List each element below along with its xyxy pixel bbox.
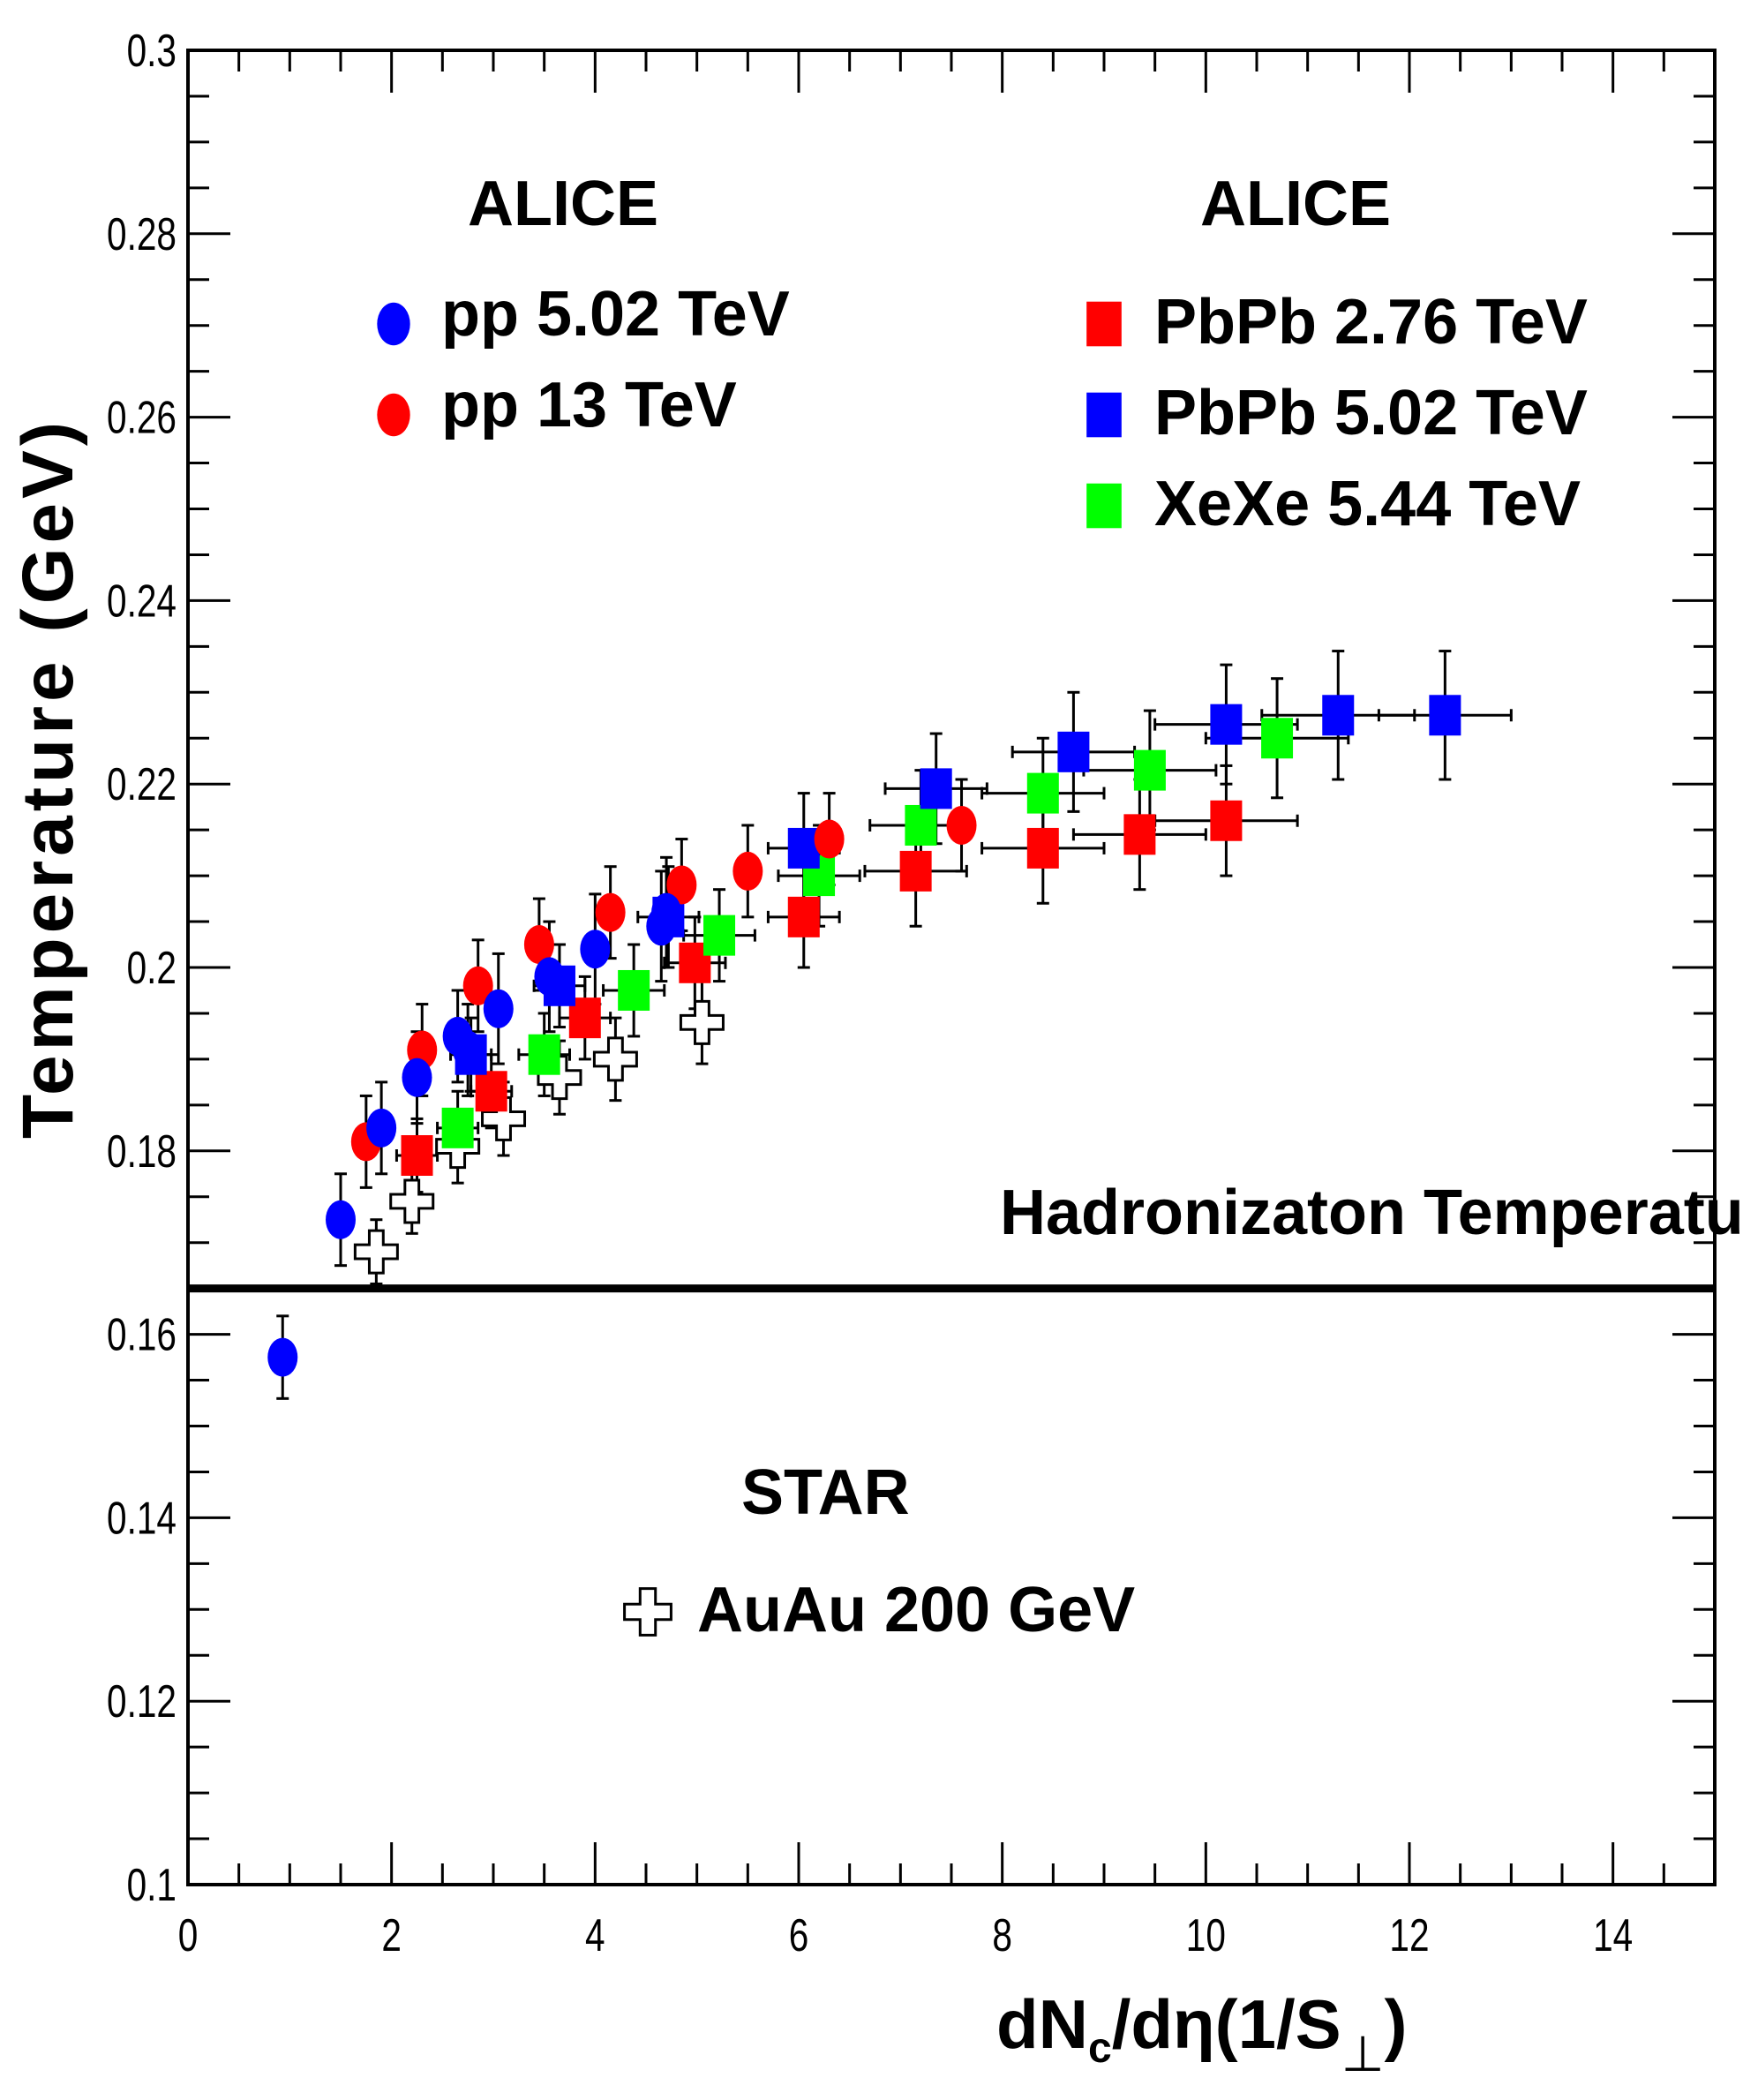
y-axis-title: Temperature (GeV) <box>8 418 88 1139</box>
y-tick-label: 0.2 <box>127 942 177 993</box>
y-tick-label: 0.22 <box>107 758 177 809</box>
data-point-auau-200-gev <box>679 999 725 1045</box>
legend-label-pbpb-5-02-tev: PbPb 5.02 TeV <box>1154 378 1588 448</box>
x-tick-label: 10 <box>1186 1909 1226 1961</box>
data-point-pp-5-02-tev <box>651 892 682 932</box>
x-axis-title-close: ) <box>1384 1985 1407 2063</box>
x-tick-label: 8 <box>992 1909 1012 1961</box>
x-tick-label: 6 <box>789 1909 809 1961</box>
legend-marker-auau-200-gev <box>623 1587 672 1637</box>
legend-marker-pbpb-2-76-tev <box>1086 301 1122 347</box>
data-point-auau-200-gev <box>592 1036 638 1082</box>
x-tick-label: 4 <box>585 1909 605 1961</box>
x-tick-label: 14 <box>1593 1909 1633 1961</box>
legend-marker-pbpb-5-02-tev <box>1086 392 1122 438</box>
data-point-pbpb-5-02-tev <box>1429 695 1461 736</box>
legend-marker-pp-5-02-tev <box>377 302 410 346</box>
y-tick-label: 0.26 <box>107 392 177 443</box>
data-point-pbpb-5-02-tev <box>1322 695 1355 736</box>
y-tick-labels: 0.1 0.12 0.14 0.16 0.18 0.2 0.22 0.24 0.26 0.28 0.… <box>107 25 177 1910</box>
x-axis-title-main: dN <box>996 1985 1088 2063</box>
data-point-pp-13-tev <box>946 805 977 845</box>
alice-label-left: ALICE <box>468 169 658 239</box>
data-point-xexe-5-44-tev <box>1026 772 1059 814</box>
data-point-pp-5-02-tev <box>402 1058 432 1097</box>
legend-label-pp-13-tev: pp 13 TeV <box>441 370 737 440</box>
data-point-auau-200-gev <box>353 1229 399 1275</box>
data-point-pp-5-02-tev <box>453 1030 484 1070</box>
data-point-pbpb-5-02-tev <box>1210 704 1243 745</box>
legend-marker-xexe-5-44-tev <box>1086 483 1122 529</box>
y-tick-label: 0.12 <box>107 1675 177 1727</box>
legend-label-xexe-5-44-tev: XeXe 5.44 TeV <box>1154 469 1581 539</box>
x-axis-title-perp: ⊥ <box>1341 2026 1385 2081</box>
y-tick-label: 0.28 <box>107 208 177 260</box>
x-tick-labels: 0 2 4 6 8 10 12 14 <box>178 1909 1634 1961</box>
data-point-auau-200-gev <box>389 1178 435 1224</box>
data-point-pp-13-tev <box>523 925 554 965</box>
data-point-pp-5-02-tev <box>534 957 565 997</box>
legend-marker-pp-13-tev <box>377 393 410 437</box>
x-tick-label: 0 <box>178 1909 199 1961</box>
data-point-xexe-5-44-tev <box>703 915 736 956</box>
data-point-pp-13-tev <box>733 851 763 891</box>
data-markers <box>267 695 1461 1377</box>
y-tick-label: 0.24 <box>107 576 177 627</box>
x-axis-title-mid: /dη(1/S <box>1112 1985 1341 2063</box>
data-point-xexe-5-44-tev <box>1261 718 1294 759</box>
data-point-pp-5-02-tev <box>326 1200 356 1239</box>
data-point-pbpb-2-76-tev <box>1210 800 1243 841</box>
data-point-pp-13-tev <box>595 892 626 932</box>
data-point-auau-200-gev <box>481 1095 527 1141</box>
data-point-xexe-5-44-tev <box>441 1107 474 1148</box>
data-point-pbpb-5-02-tev <box>787 827 820 869</box>
y-tick-label: 0.14 <box>107 1493 177 1544</box>
data-point-pbpb-2-76-tev <box>787 896 820 937</box>
x-tick-label: 2 <box>381 1909 402 1961</box>
data-point-pp-5-02-tev <box>580 930 611 969</box>
data-point-pp-13-tev <box>462 966 493 1005</box>
data-point-pp-5-02-tev <box>483 989 514 1028</box>
data-point-pbpb-2-76-tev <box>401 1134 433 1176</box>
data-point-pbpb-5-02-tev <box>1057 731 1090 772</box>
legend-label-pp-5-02-tev: pp 5.02 TeV <box>441 279 790 350</box>
legend-label-auau-200-gev: AuAu 200 GeV <box>697 1575 1135 1645</box>
alice-label-right: ALICE <box>1200 169 1391 239</box>
data-point-pbpb-2-76-tev <box>1123 814 1156 855</box>
legend-label-pbpb-2-76-tev: PbPb 2.76 TeV <box>1154 287 1588 358</box>
y-tick-label: 0.18 <box>107 1125 177 1177</box>
y-tick-label: 0.16 <box>107 1309 177 1360</box>
legend: pp 5.02 TeV pp 13 TeV PbPb 2.76 TeV PbPb 5.… <box>377 279 1588 1645</box>
data-point-pp-5-02-tev <box>366 1108 397 1148</box>
data-point-xexe-5-44-tev <box>618 969 650 1011</box>
x-tick-label: 12 <box>1389 1909 1429 1961</box>
data-point-xexe-5-44-tev <box>528 1034 560 1075</box>
y-tick-label: 0.1 <box>127 1859 177 1910</box>
data-point-pp-13-tev <box>814 819 845 859</box>
data-point-xexe-5-44-tev <box>905 804 937 846</box>
data-point-pbpb-2-76-tev <box>1026 827 1059 869</box>
hadronization-label: Hadronizaton Temperature <box>1000 1178 1743 1248</box>
x-axis-title-subscript: c <box>1088 2025 1112 2072</box>
data-point-pbpb-2-76-tev <box>475 1071 507 1112</box>
y-tick-label: 0.3 <box>127 25 177 76</box>
data-point-pbpb-2-76-tev <box>899 850 932 892</box>
data-point-pp-13-tev <box>666 865 697 905</box>
star-label: STAR <box>741 1457 910 1528</box>
data-point-pbpb-5-02-tev <box>920 768 952 809</box>
x-axis-title: dNc/dη(1/S⊥) <box>996 1985 1407 2081</box>
axis-ticks <box>186 49 1717 1886</box>
data-point-xexe-5-44-tev <box>1133 749 1166 791</box>
data-point-pp-5-02-tev <box>267 1337 298 1377</box>
